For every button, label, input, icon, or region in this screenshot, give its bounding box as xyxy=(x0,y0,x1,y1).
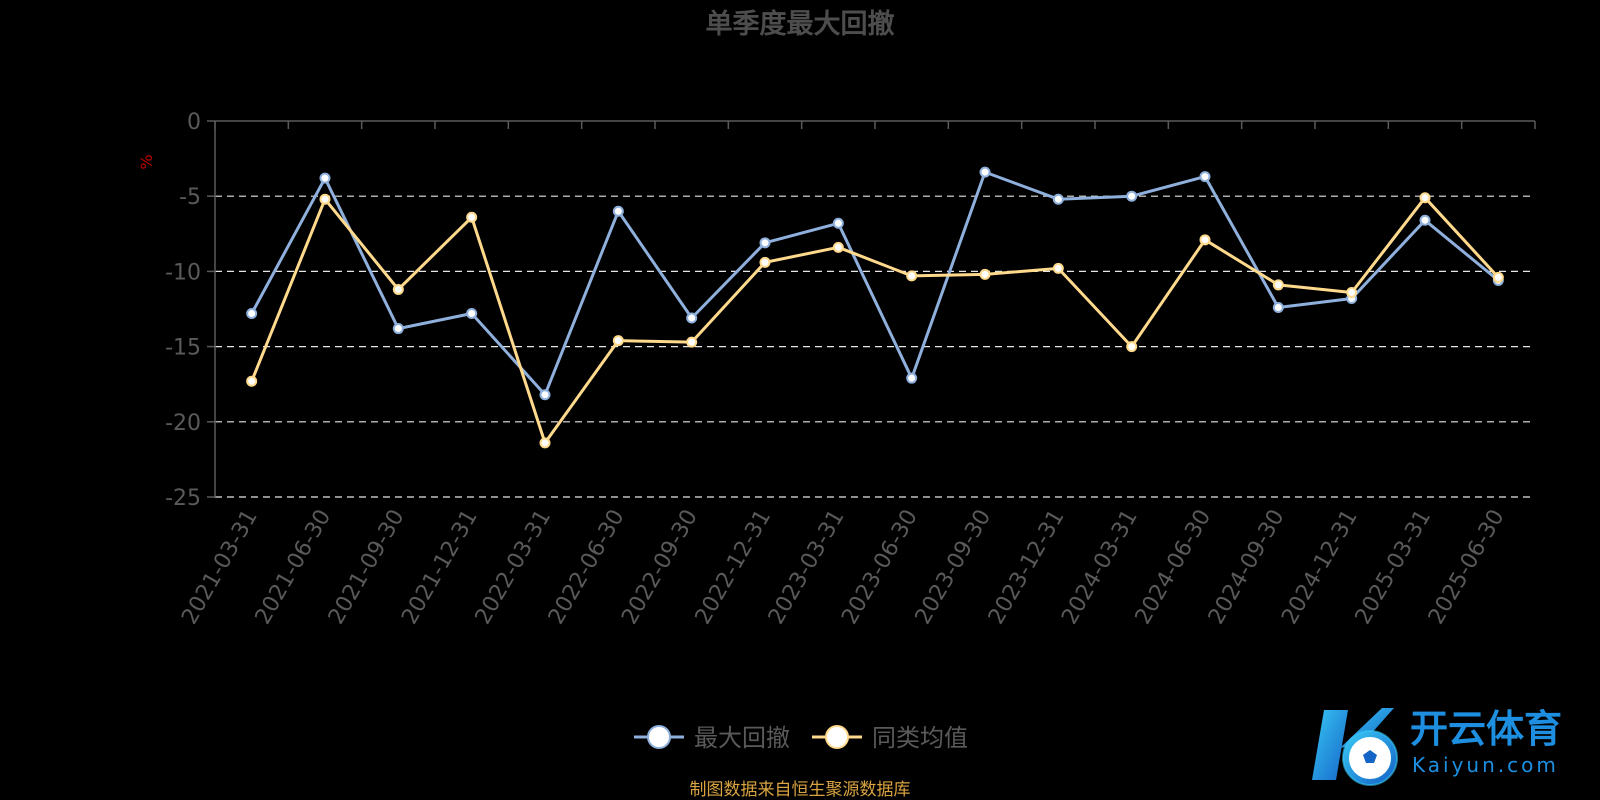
data-point xyxy=(1272,301,1284,313)
x-tick-label: 2024-12-31 xyxy=(1277,506,1363,629)
axes: 0-5-10-15-20-252021-03-312021-06-302021-… xyxy=(165,110,1536,629)
data-point xyxy=(612,335,624,347)
x-tick-label: 2022-12-31 xyxy=(691,506,777,629)
x-tick-label: 2022-03-31 xyxy=(471,506,557,629)
data-point xyxy=(392,323,404,335)
data-point xyxy=(539,437,551,449)
x-tick-label: 2023-12-31 xyxy=(984,506,1070,629)
legend-label: 同类均值 xyxy=(872,724,968,752)
data-point xyxy=(1126,341,1138,353)
data-point xyxy=(392,283,404,295)
data-point xyxy=(1126,190,1138,202)
data-point xyxy=(979,268,991,280)
x-tick-label: 2025-06-30 xyxy=(1424,506,1510,629)
legend-marker xyxy=(647,725,671,749)
data-point xyxy=(832,241,844,253)
legend[interactable]: 最大回撤 同类均值 xyxy=(634,724,968,752)
data-point xyxy=(539,389,551,401)
data-point xyxy=(612,205,624,217)
x-tick-label: 2023-09-30 xyxy=(911,506,997,629)
data-point xyxy=(1199,171,1211,183)
x-tick-label: 2021-03-31 xyxy=(177,506,263,629)
data-point xyxy=(1492,271,1504,283)
data-point xyxy=(906,270,918,282)
data-point xyxy=(466,211,478,223)
legend-label: 最大回撤 xyxy=(694,724,790,752)
y-tick-label: -5 xyxy=(179,185,201,210)
y-axis-unit-label: % xyxy=(137,154,156,169)
data-point xyxy=(759,256,771,268)
x-tick-label: 2021-12-31 xyxy=(397,505,483,628)
data-point xyxy=(1346,286,1358,298)
data-point xyxy=(1419,192,1431,204)
series-lines xyxy=(246,166,1504,449)
x-tick-label: 2024-09-30 xyxy=(1204,506,1290,629)
x-tick-label: 2023-06-30 xyxy=(837,506,923,629)
y-tick-label: -15 xyxy=(165,336,201,361)
x-tick-label: 2021-06-30 xyxy=(251,506,337,629)
data-point xyxy=(686,312,698,324)
y-tick-label: 0 xyxy=(187,110,201,135)
watermark-logo: 开云体育 Kaiyun.com xyxy=(1312,707,1562,786)
data-point xyxy=(979,166,991,178)
data-source-note: 制图数据来自恒生聚源数据库 xyxy=(690,780,911,800)
data-point xyxy=(759,237,771,249)
series-line xyxy=(250,170,1500,397)
watermark-brand-cn: 开云体育 xyxy=(1410,707,1562,751)
y-tick-label: -25 xyxy=(165,486,201,511)
data-point xyxy=(1272,279,1284,291)
x-tick-label: 2025-03-31 xyxy=(1351,506,1437,629)
series-line xyxy=(250,196,1500,445)
legend-marker xyxy=(825,725,849,749)
x-tick-label: 2024-06-30 xyxy=(1131,506,1217,629)
kaiyun-k-soccer-ball-logo-icon xyxy=(1312,708,1398,786)
data-point xyxy=(832,217,844,229)
data-point xyxy=(246,375,258,387)
data-point xyxy=(1199,234,1211,246)
data-point xyxy=(1052,193,1064,205)
data-point xyxy=(1419,214,1431,226)
x-tick-label: 2023-03-31 xyxy=(764,506,850,629)
grid-lines xyxy=(215,195,1535,498)
data-point xyxy=(1052,262,1064,274)
x-tick-label: 2021-09-30 xyxy=(324,506,410,629)
y-tick-label: -20 xyxy=(165,411,201,436)
data-point xyxy=(906,372,918,384)
x-tick-label: 2022-09-30 xyxy=(617,506,703,629)
watermark-brand-en: Kaiyun.com xyxy=(1412,753,1559,777)
y-tick-label: -10 xyxy=(165,260,201,285)
data-point xyxy=(466,308,478,320)
data-point xyxy=(686,336,698,348)
data-point xyxy=(319,172,331,184)
data-point xyxy=(319,193,331,205)
chart-title: 单季度最大回撤 xyxy=(706,8,895,40)
x-tick-label: 2024-03-31 xyxy=(1057,506,1143,629)
x-tick-label: 2022-06-30 xyxy=(544,506,630,629)
data-point xyxy=(246,308,258,320)
